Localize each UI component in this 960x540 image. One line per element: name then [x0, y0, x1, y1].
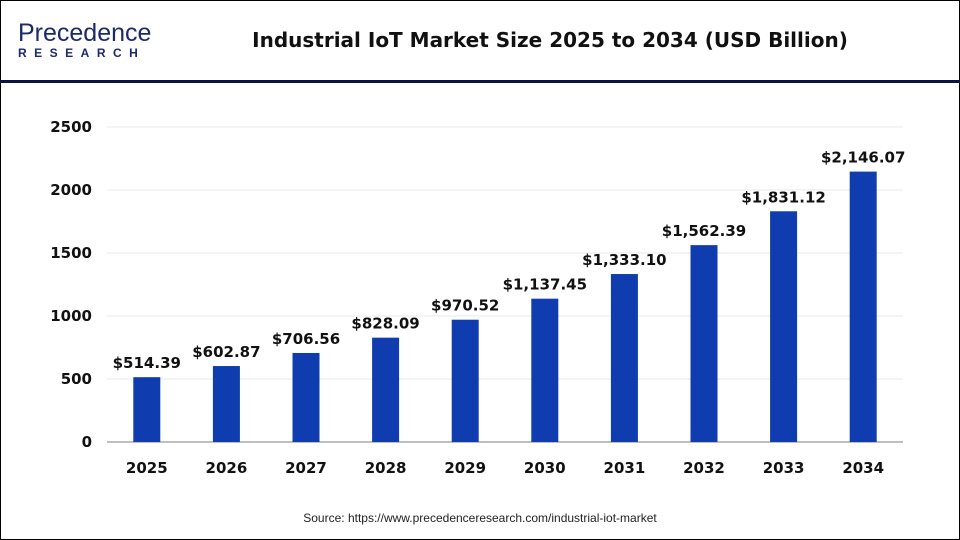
data-label: $1,831.12	[741, 188, 825, 206]
y-tick-label: 1000	[50, 307, 92, 325]
data-label: $602.87	[192, 343, 260, 361]
bar-2025	[133, 377, 161, 442]
y-tick-label: 2500	[50, 118, 92, 136]
bar-2030	[531, 298, 559, 442]
x-tick-label: 2032	[683, 459, 725, 477]
bar-2032	[690, 245, 718, 442]
bar-2029	[451, 319, 479, 442]
y-tick-label: 1500	[50, 244, 92, 262]
x-tick-label: 2028	[365, 459, 407, 477]
bar-2034	[849, 171, 877, 442]
x-tick-label: 2034	[842, 459, 884, 477]
bar-2031	[610, 274, 638, 442]
bar-2027	[292, 352, 320, 442]
logo-line1: Precedence	[18, 19, 152, 47]
x-tick-label: 2031	[604, 459, 646, 477]
data-label: $1,333.10	[582, 251, 666, 269]
bar-2026	[212, 366, 240, 442]
x-tick-label: 2029	[444, 459, 486, 477]
data-label: $706.56	[272, 330, 340, 348]
logo-line2: RESEARCH	[18, 46, 146, 60]
source-text: Source: https://www.precedenceresearch.c…	[303, 511, 657, 525]
x-tick-label: 2027	[285, 459, 327, 477]
bar-2033	[770, 211, 798, 442]
bar-2028	[372, 337, 400, 442]
data-label: $514.39	[113, 354, 181, 372]
y-tick-label: 2000	[50, 181, 92, 199]
data-label: $828.09	[351, 315, 419, 333]
chart-title: Industrial IoT Market Size 2025 to 2034 …	[252, 28, 848, 52]
y-tick-label: 500	[61, 370, 92, 388]
x-tick-label: 2030	[524, 459, 566, 477]
x-tick-label: 2033	[763, 459, 805, 477]
data-label: $1,137.45	[503, 276, 587, 294]
x-tick-label: 2026	[206, 459, 248, 477]
header-divider	[0, 80, 960, 83]
precedence-research-logo: Precedence RESEARCH	[18, 20, 158, 62]
x-tick-label: 2025	[126, 459, 168, 477]
data-label: $2,146.07	[821, 149, 905, 167]
data-label: $1,562.39	[662, 222, 746, 240]
y-tick-label: 0	[82, 433, 92, 451]
data-label: $970.52	[431, 297, 499, 315]
